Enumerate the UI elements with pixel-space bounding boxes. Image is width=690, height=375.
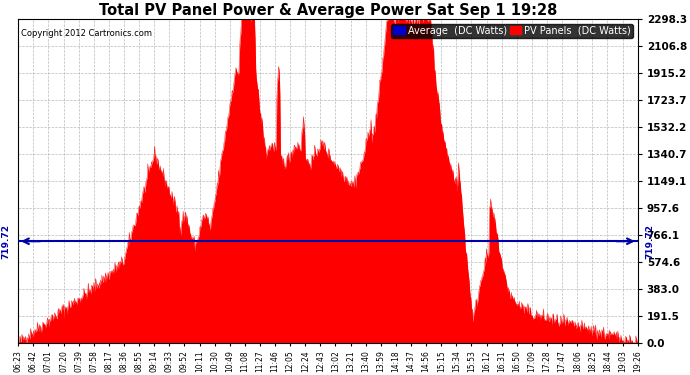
Legend: Average  (DC Watts), PV Panels  (DC Watts): Average (DC Watts), PV Panels (DC Watts)	[391, 24, 633, 38]
Text: 719.72: 719.72	[2, 224, 11, 259]
Text: Copyright 2012 Cartronics.com: Copyright 2012 Cartronics.com	[21, 28, 152, 38]
Text: 719.72: 719.72	[645, 224, 654, 259]
Title: Total PV Panel Power & Average Power Sat Sep 1 19:28: Total PV Panel Power & Average Power Sat…	[99, 3, 557, 18]
